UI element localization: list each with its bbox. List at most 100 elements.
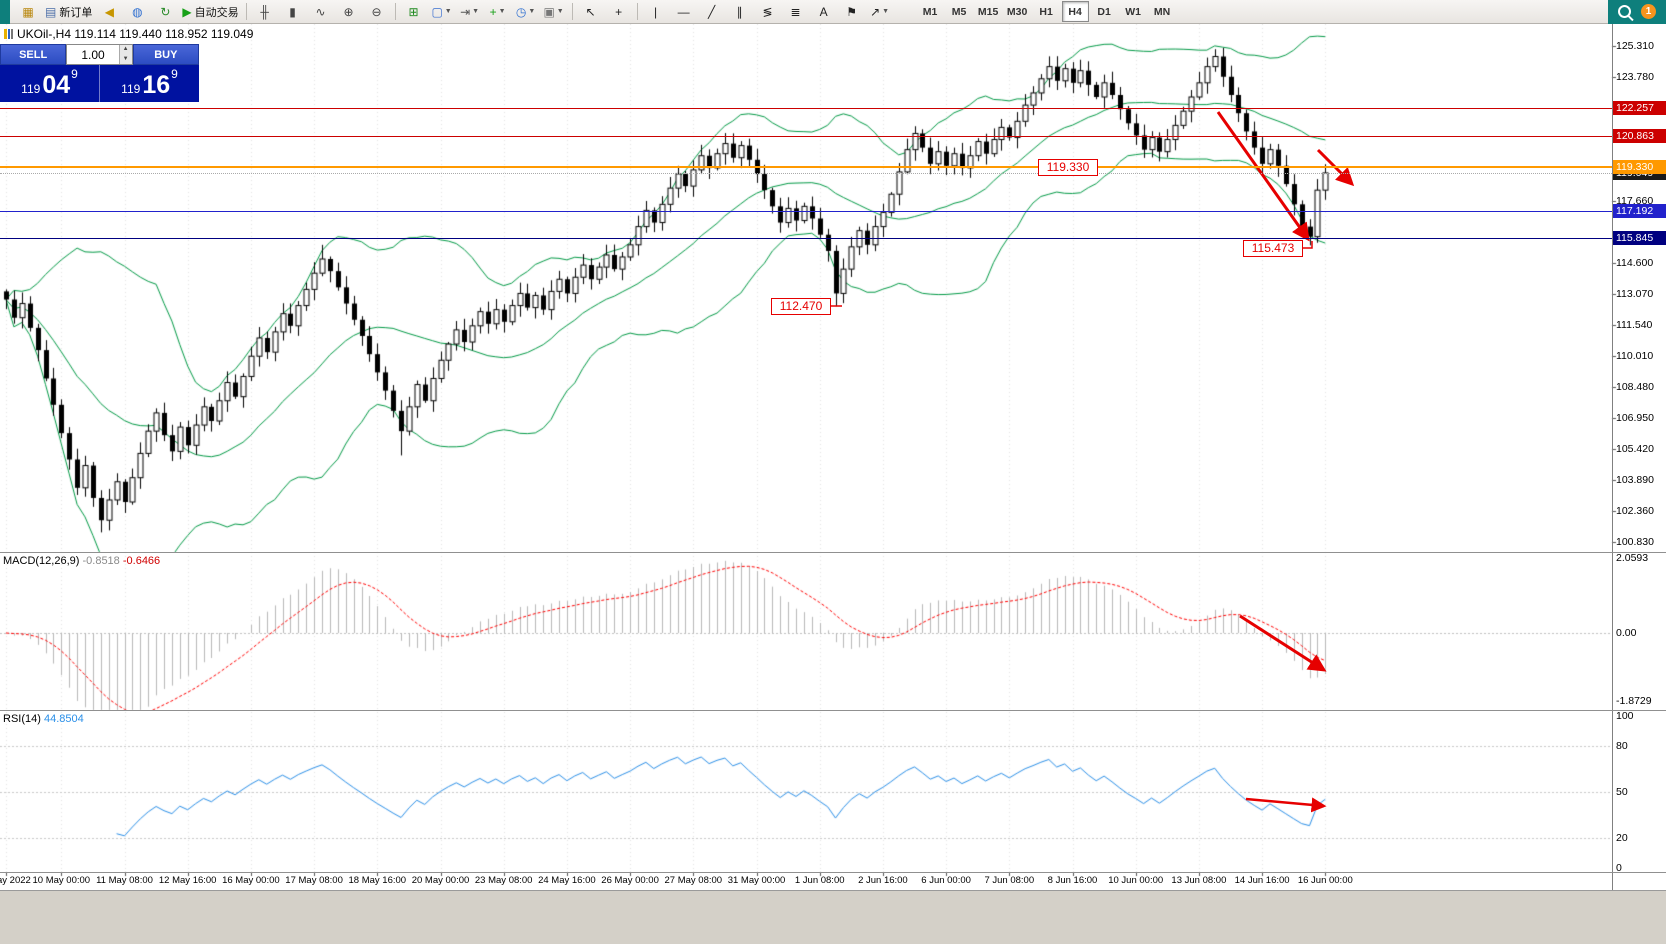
horizontal-level-line-115.845[interactable] xyxy=(0,238,1612,239)
timeframe-h4[interactable]: H4 xyxy=(1061,1,1089,22)
date-label: 17 May 08:00 xyxy=(285,875,343,886)
zoom-out-icon[interactable]: ⊖ xyxy=(364,2,390,22)
timeframe-d1[interactable]: D1 xyxy=(1097,5,1111,18)
channel-icon[interactable]: ∥ xyxy=(727,2,753,22)
horizontal-line-icon[interactable]: — xyxy=(671,2,697,22)
cursor-icon: ↖ xyxy=(585,4,596,19)
price-tick-label: 106.950 xyxy=(1616,412,1654,424)
bid-big: 04 xyxy=(42,71,71,99)
price-chart-canvas[interactable] xyxy=(0,24,1666,890)
rsi-panel-separator[interactable] xyxy=(0,710,1666,711)
price-divider xyxy=(99,65,100,102)
arrows-icon[interactable]: ↗ ▼ xyxy=(867,2,893,22)
volume-stepper[interactable]: ▲ ▼ xyxy=(118,45,132,64)
text-icon[interactable]: A xyxy=(811,2,837,22)
autotrading-button: ▶ xyxy=(182,4,192,19)
timeframe-m30[interactable]: M30 xyxy=(1006,5,1028,18)
date-label: 26 May 00:00 xyxy=(601,875,659,886)
ask-prefix: 119 xyxy=(121,82,141,96)
templates-icon[interactable]: ▣ ▼ xyxy=(541,2,567,22)
arrange-charts-icon[interactable]: ▢ ▼ xyxy=(429,2,455,22)
horizontal-level-line-122.257[interactable] xyxy=(0,108,1612,109)
timeframe-m15[interactable]: M15 xyxy=(977,5,999,18)
date-label: 10 May 00:00 xyxy=(32,875,91,886)
price-annotation-115.473[interactable]: 115.473 xyxy=(1243,240,1303,257)
zoom-in-icon[interactable]: ⊕ xyxy=(336,2,362,22)
macd-name: MACD(12,26,9) xyxy=(3,555,80,567)
chart-shift-icon: ⇥ xyxy=(460,4,471,19)
date-label: 31 May 00:00 xyxy=(727,875,786,886)
candlestick-chart-icon[interactable]: ▮ xyxy=(280,2,306,22)
date-label: 7 Jun 08:00 xyxy=(984,875,1035,886)
toolbar-items: ▦ ▤ 新订单 ◀ ◍ ↻ ▶ 自动交易 ╫ ▮ ∿ ⊕ ⊖ ⊞ ▢ ▼ ⇥ ▼ + ▼ ◷ ▼ ▣ ▼ ↖ + | — ╱ ∥ ≶ ≣ A ⚑ ↗… xyxy=(14,2,894,22)
timeframe-h1[interactable]: H1 xyxy=(1039,5,1053,18)
notification-badge[interactable]: 1 xyxy=(1641,4,1656,19)
crosshair-icon[interactable]: + xyxy=(606,2,632,22)
refresh-icon[interactable]: ↻ xyxy=(152,2,178,22)
trendline-icon[interactable]: ╱ xyxy=(699,2,725,22)
volume-field: ▲▼ xyxy=(66,44,133,65)
price-tick-label: 113.070 xyxy=(1616,288,1654,300)
sell-button[interactable]: SELL xyxy=(0,44,67,65)
rsi-axis-label: 50 xyxy=(1616,786,1628,798)
date-label: 24 May 16:00 xyxy=(538,875,596,886)
autotrading-button[interactable]: ▶ 自动交易 xyxy=(180,2,240,22)
horizontal-level-line-119.049[interactable] xyxy=(0,173,1612,174)
price-tick-label: 105.420 xyxy=(1616,443,1654,455)
buy-button[interactable]: BUY xyxy=(132,44,199,65)
vertical-line-icon[interactable]: | xyxy=(643,2,669,22)
price-annotation-112.470[interactable]: 112.470 xyxy=(771,298,831,315)
price-line-label-119.330: 119.330 xyxy=(1613,160,1666,174)
ask-price[interactable]: 119 16 9 xyxy=(100,65,199,102)
date-label: 6 Jun 00:00 xyxy=(921,875,971,886)
rsi-name: RSI(14) xyxy=(3,713,41,725)
add-indicator-icon[interactable]: + ▼ xyxy=(485,2,511,22)
text-label-icon[interactable]: ⚑ xyxy=(839,2,865,22)
sound-alert-icon[interactable]: ◀ xyxy=(96,2,122,22)
symbol-icon xyxy=(4,29,13,39)
chart-shift-icon[interactable]: ⇥ ▼ xyxy=(457,2,483,22)
price-tick-label: 123.780 xyxy=(1616,71,1654,83)
new-order-button[interactable]: ▤ 新订单 xyxy=(43,2,94,22)
macd-panel-label: MACD(12,26,9) -0.8518 -0.6466 xyxy=(3,555,160,567)
fibonacci-icon[interactable]: ≶ xyxy=(755,2,781,22)
trendline-icon: ╱ xyxy=(707,4,716,19)
timeframe-w1[interactable]: W1 xyxy=(1125,5,1141,18)
refresh-icon: ↻ xyxy=(160,4,171,19)
search-icon[interactable] xyxy=(1618,5,1631,18)
horizontal-level-line-117.192[interactable] xyxy=(0,211,1612,212)
cycle-lines-icon[interactable]: ≣ xyxy=(783,2,809,22)
horizontal-level-line-120.863[interactable] xyxy=(0,136,1612,137)
periods-icon[interactable]: ◷ ▼ xyxy=(513,2,539,22)
profiles-icon: ▦ xyxy=(22,4,34,19)
zoom-out-icon: ⊖ xyxy=(371,4,382,19)
bar-chart-icon[interactable]: ╫ xyxy=(252,2,278,22)
date-label: 8 Jun 16:00 xyxy=(1047,875,1098,886)
horizontal-level-line-119.330[interactable] xyxy=(0,166,1612,168)
timeframe-mn[interactable]: MN xyxy=(1153,5,1171,18)
rsi-axis-label: 80 xyxy=(1616,740,1628,752)
timeframe-m5[interactable]: M5 xyxy=(951,5,967,18)
bid-price[interactable]: 119 04 9 xyxy=(0,65,99,102)
channel-icon: ∥ xyxy=(736,4,743,19)
line-chart-icon[interactable]: ∿ xyxy=(308,2,334,22)
tile-windows-icon[interactable]: ⊞ xyxy=(401,2,427,22)
market-watch-icon: ◍ xyxy=(132,4,143,19)
chevron-down-icon: ▼ xyxy=(444,8,452,15)
chevron-down-icon: ▼ xyxy=(556,8,564,15)
market-watch-icon[interactable]: ◍ xyxy=(124,2,150,22)
profiles-icon[interactable]: ▦ xyxy=(15,2,41,22)
macd-panel-separator[interactable] xyxy=(0,552,1666,553)
date-label: 27 May 08:00 xyxy=(664,875,723,886)
macd-axis-label: 2.0593 xyxy=(1616,552,1649,564)
bid-prefix: 119 xyxy=(21,82,41,96)
date-label: 2 Jun 16:00 xyxy=(858,875,908,886)
window-bottom-area xyxy=(0,890,1666,944)
sound-alert-icon: ◀ xyxy=(104,4,114,19)
text-label-icon: ⚑ xyxy=(846,4,857,19)
volume-input[interactable] xyxy=(67,46,119,63)
timeframe-m1[interactable]: M1 xyxy=(922,5,938,18)
price-annotation-119.330[interactable]: 119.330 xyxy=(1038,159,1098,176)
cursor-icon[interactable]: ↖ xyxy=(578,2,604,22)
